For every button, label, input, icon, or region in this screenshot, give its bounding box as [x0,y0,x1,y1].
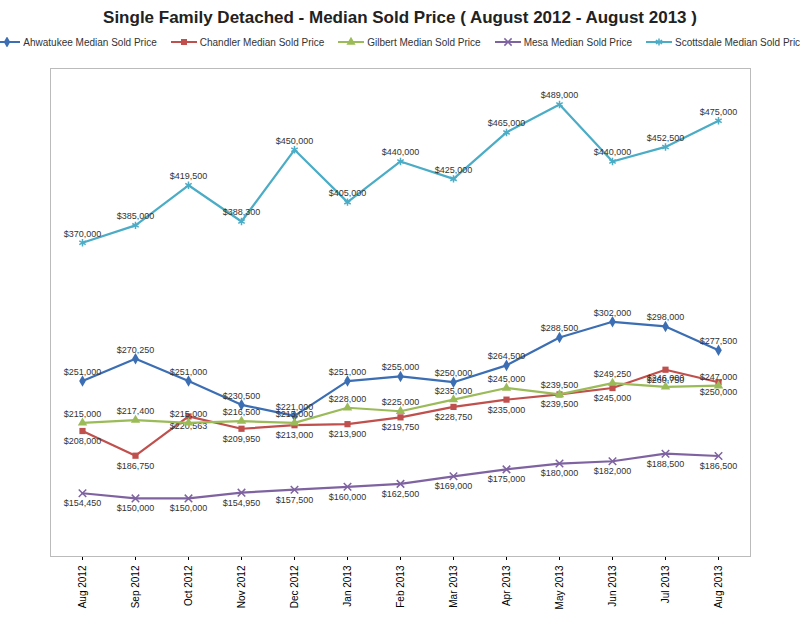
svg-text:$250,000: $250,000 [435,368,473,378]
svg-text:$249,250: $249,250 [594,369,632,379]
svg-text:$264,500: $264,500 [488,351,526,361]
svg-text:$270,250: $270,250 [117,345,155,355]
svg-text:$154,950: $154,950 [223,498,261,508]
svg-text:$213,000: $213,000 [276,430,314,440]
svg-text:$247,000: $247,000 [700,372,738,382]
svg-text:$160,000: $160,000 [329,492,367,502]
svg-text:$370,000: $370,000 [64,229,102,239]
svg-text:$475,000: $475,000 [700,107,738,117]
svg-text:$235,000: $235,000 [435,386,473,396]
svg-text:$154,450: $154,450 [64,498,102,508]
svg-text:May 2013: May 2013 [554,565,565,609]
svg-text:$419,500: $419,500 [170,171,208,181]
svg-text:$385,000: $385,000 [117,211,155,221]
svg-text:Dec 2012: Dec 2012 [289,565,300,608]
svg-text:Jun 2013: Jun 2013 [607,565,618,607]
svg-text:Aug 2012: Aug 2012 [77,565,88,608]
svg-text:$221,000: $221,000 [275,401,314,412]
svg-text:Oct 2012: Oct 2012 [183,565,194,606]
svg-text:$150,000: $150,000 [170,503,208,513]
svg-text:$245,000: $245,000 [594,393,632,403]
svg-text:$215,000: $215,000 [276,409,314,419]
svg-text:$302,000: $302,000 [594,308,632,318]
svg-text:$230,500: $230,500 [223,391,261,401]
svg-text:$246,000: $246,000 [647,373,685,383]
svg-text:$255,000: $255,000 [382,362,420,372]
svg-text:$288,500: $288,500 [541,323,579,333]
svg-text:$239,500: $239,500 [541,380,579,390]
svg-text:$465,000: $465,000 [488,118,526,128]
svg-text:Jul 2013: Jul 2013 [660,565,671,603]
html-text:Gilbert Median Sold Price: Gilbert Median Sold Price [367,36,481,48]
svg-text:$388,300: $388,300 [223,207,261,217]
svg-text:$489,000: $489,000 [541,90,579,100]
svg-text:$182,000: $182,000 [594,466,632,476]
html-text:Chandler Median Sold Price: Chandler Median Sold Price [199,36,325,48]
svg-text:$225,000: $225,000 [382,397,420,407]
svg-text:Sep 2012: Sep 2012 [130,565,141,608]
svg-text:$213,900: $213,900 [329,429,367,439]
svg-text:Aug 2013: Aug 2013 [713,565,724,608]
svg-text:$251,000: $251,000 [64,367,102,377]
svg-text:$235,000: $235,000 [488,405,526,415]
svg-text:$217,400: $217,400 [117,406,155,416]
svg-text:$162,500: $162,500 [382,489,420,499]
svg-text:$245,000: $245,000 [488,374,526,384]
svg-text:$251,000: $251,000 [170,367,208,377]
svg-text:$175,000: $175,000 [488,474,526,484]
svg-text:$450,000: $450,000 [276,136,314,146]
svg-text:Mar 2013: Mar 2013 [448,565,459,608]
svg-text:$186,750: $186,750 [117,461,155,471]
svg-text:$186,500: $186,500 [700,461,738,471]
svg-text:$215,000: $215,000 [64,409,102,419]
svg-text:$228,750: $228,750 [435,412,473,422]
svg-text:$277,500: $277,500 [700,336,738,346]
svg-text:$251,000: $251,000 [329,367,367,377]
svg-text:Jan 2013: Jan 2013 [342,565,353,607]
html-text:Ahwatukee Median Sold Price: Ahwatukee Median Sold Price [23,36,157,48]
svg-text:$219,750: $219,750 [382,422,420,432]
svg-text:Feb 2013: Feb 2013 [395,565,406,608]
svg-text:$452,500: $452,500 [647,133,685,143]
html-text:Single Family Detached - Media: Single Family Detached - Median Sold Pri… [103,8,697,27]
svg-text:$298,000: $298,000 [647,312,685,322]
html-text:Mesa Median Sold Price: Mesa Median Sold Price [523,36,632,48]
svg-text:$188,500: $188,500 [647,459,685,469]
svg-text:Apr 2013: Apr 2013 [501,565,512,606]
svg-text:$208,000: $208,000 [64,436,102,446]
svg-text:$150,000: $150,000 [117,503,155,513]
svg-text:$239,500: $239,500 [541,399,579,409]
svg-text:$440,000: $440,000 [382,147,420,157]
svg-text:$425,000: $425,000 [435,165,473,175]
svg-text:$169,000: $169,000 [435,481,473,491]
svg-text:$209,950: $209,950 [223,434,261,444]
svg-text:$250,000: $250,000 [700,387,738,397]
svg-text:$228,000: $228,000 [329,394,367,404]
svg-text:$157,500: $157,500 [276,495,314,505]
svg-text:$215,000: $215,000 [170,409,208,419]
svg-text:$180,000: $180,000 [541,468,579,478]
svg-text:Nov 2012: Nov 2012 [236,565,247,608]
svg-text:$216,500: $216,500 [223,407,261,417]
svg-text:$440,000: $440,000 [594,147,632,157]
svg-text:$405,000: $405,000 [329,188,367,198]
svg-text:$220,563: $220,563 [169,421,208,432]
